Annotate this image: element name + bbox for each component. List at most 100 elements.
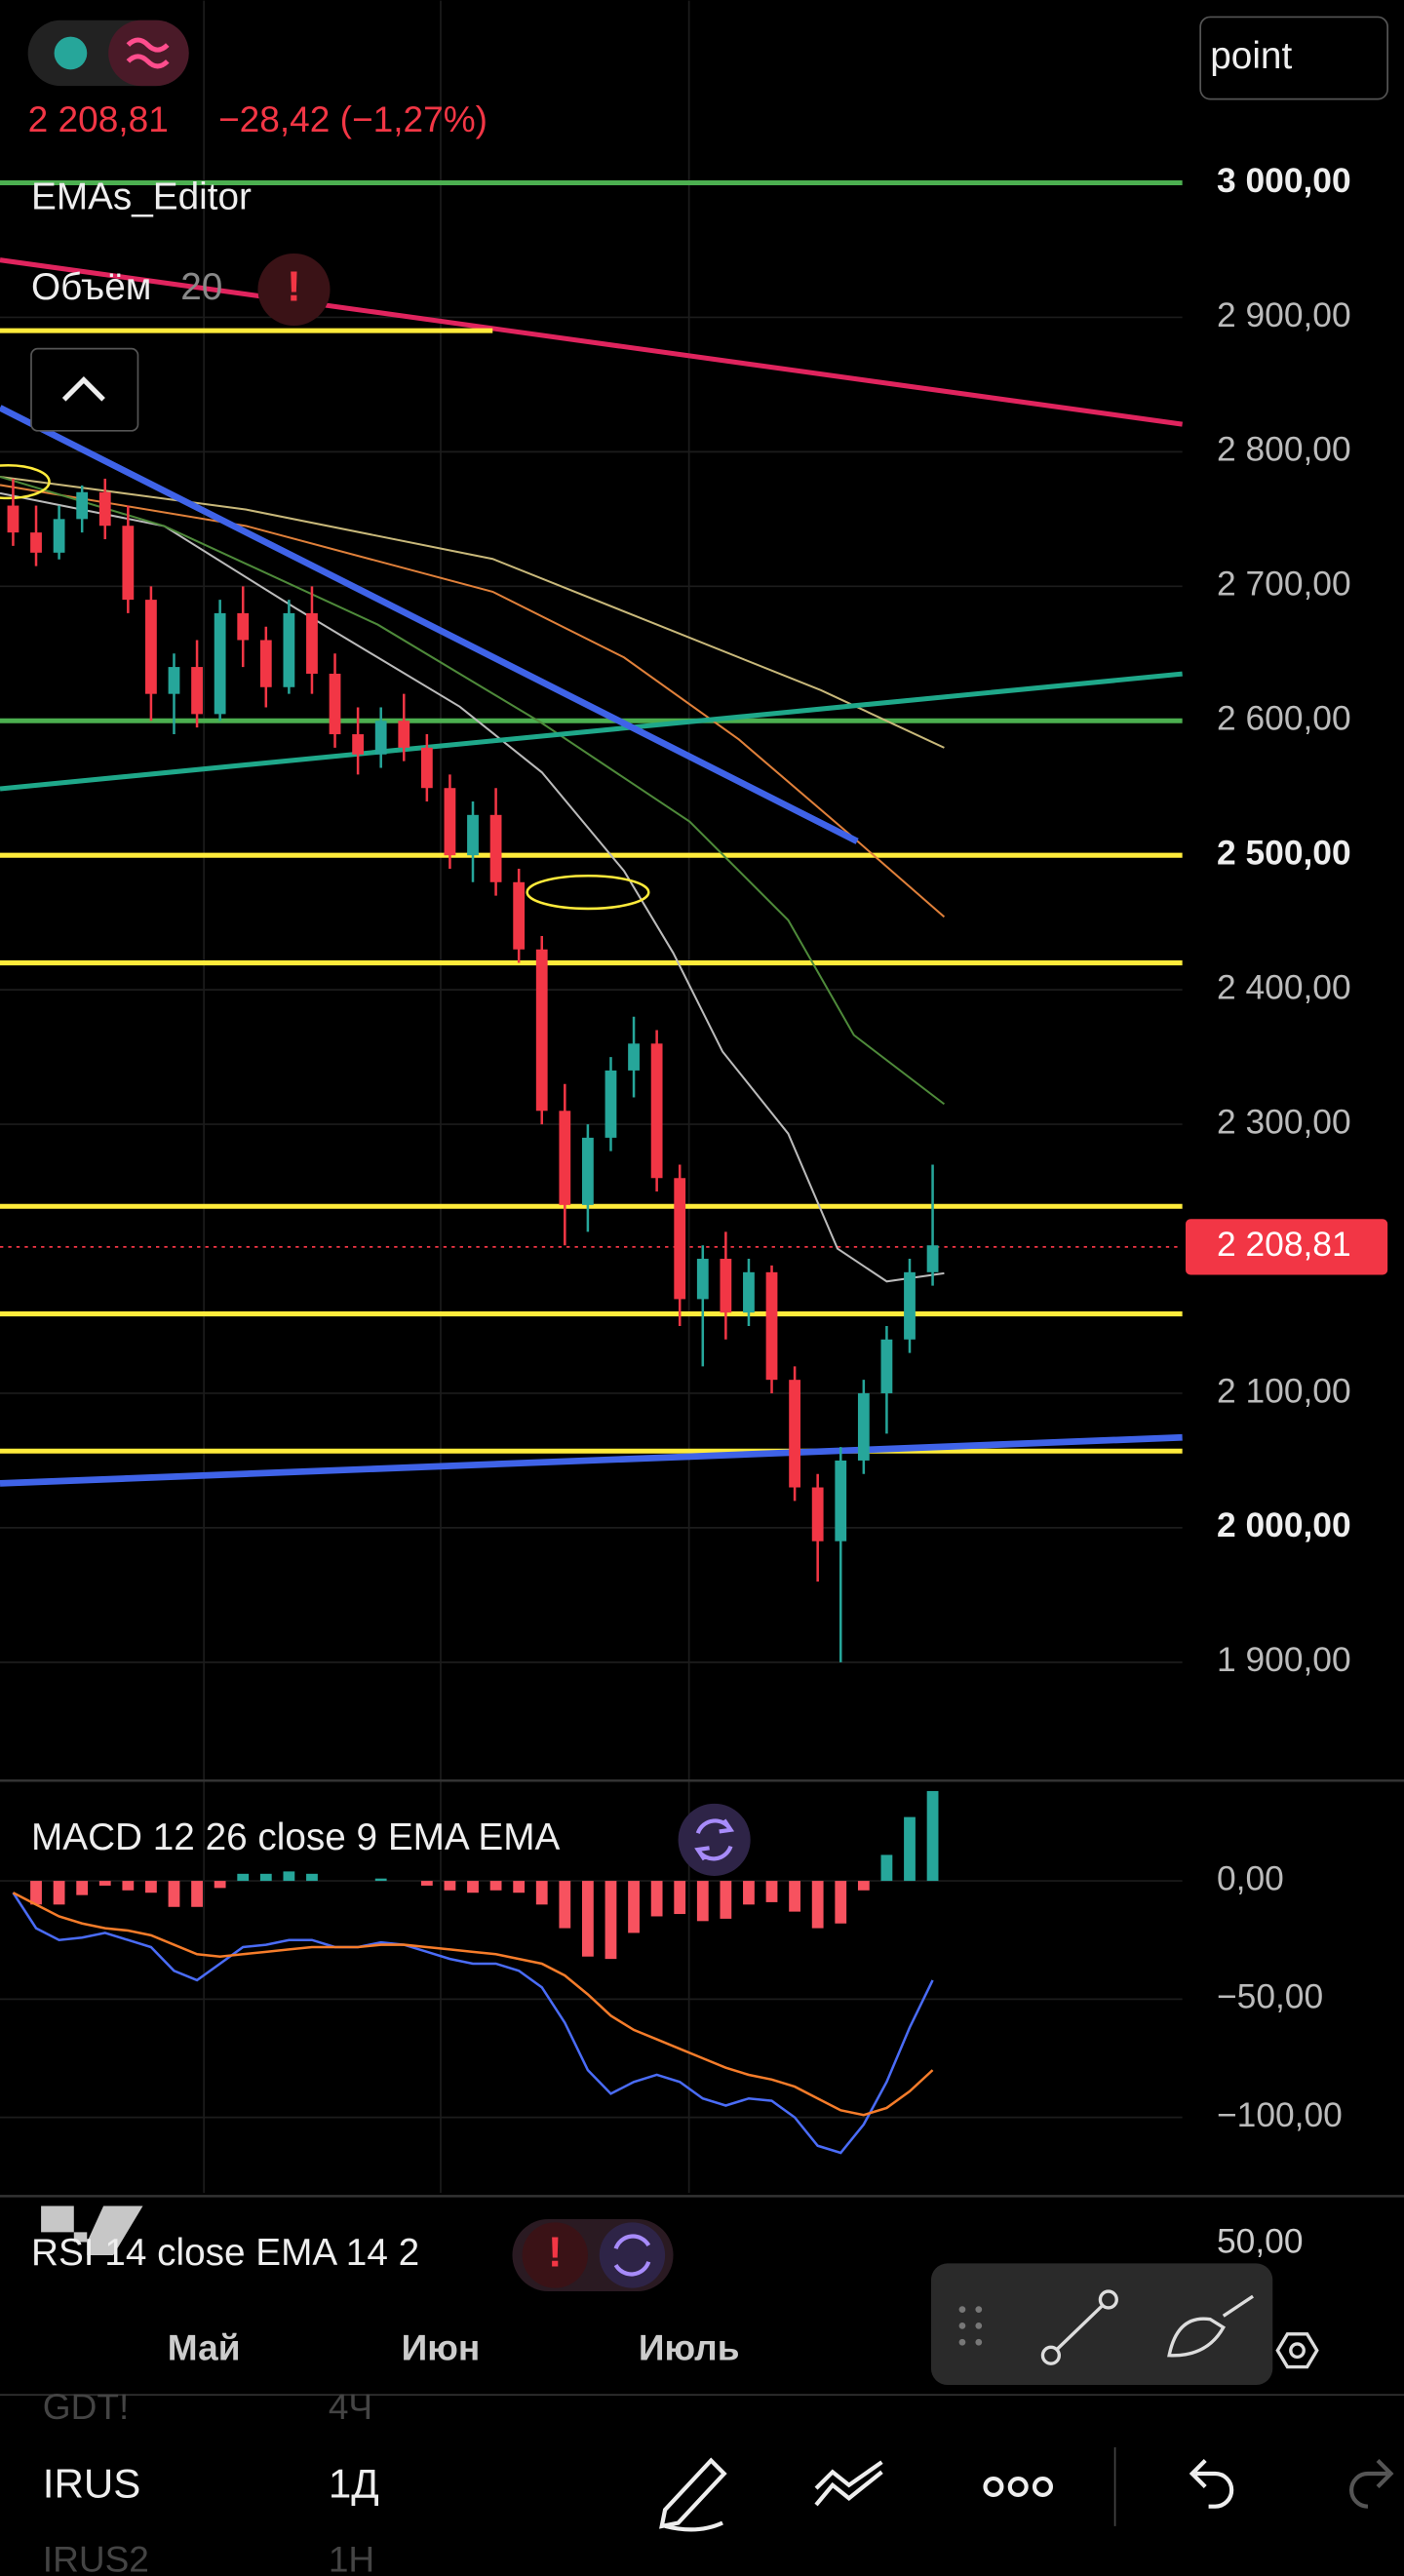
rsi-legend[interactable]: RSI 14 close EMA 14 2: [31, 2232, 419, 2274]
candle-body: [857, 1392, 870, 1461]
candle-body: [30, 532, 42, 553]
y-tick-label: 3 000,00: [1217, 162, 1351, 200]
histogram-bar: [674, 1881, 686, 1915]
y-tick-label: −50,00: [1217, 1978, 1323, 2016]
symbol-name[interactable]: IRUS2: [43, 2539, 149, 2576]
y-tick-label: 2 500,00: [1217, 835, 1351, 873]
histogram-bar: [904, 1816, 916, 1882]
warning-button[interactable]: [522, 2222, 588, 2288]
redo-icon[interactable]: [1349, 2459, 1394, 2509]
histogram-bar: [604, 1881, 617, 1960]
candle-body: [535, 949, 548, 1112]
y-tick-label: 2 400,00: [1217, 968, 1351, 1006]
warning-button[interactable]: [257, 253, 331, 327]
candle-body: [489, 814, 502, 882]
settings-icon[interactable]: [1275, 2332, 1319, 2369]
y-tick-label: 0,00: [1217, 1859, 1284, 1897]
histogram-bar: [650, 1881, 663, 1917]
symbol-name[interactable]: IRUS: [43, 2461, 141, 2507]
macd-legend[interactable]: MACD 12 26 close 9 EMA EMA: [31, 1816, 560, 1858]
symbol-timeframe[interactable]: 4Ч: [329, 2386, 372, 2427]
histogram-bar: [467, 1881, 479, 1893]
draw-icon[interactable]: [659, 2457, 727, 2532]
histogram-bar: [53, 1881, 65, 1905]
indicator-param: 20: [180, 266, 222, 308]
histogram-bar: [720, 1881, 732, 1919]
warning-icon: !: [287, 263, 301, 311]
y-tick-label: 2 100,00: [1217, 1372, 1351, 1410]
ema-line: [0, 475, 945, 749]
macd-line: [12, 1892, 934, 2117]
undo-icon[interactable]: [1189, 2459, 1234, 2509]
candle-body: [720, 1259, 732, 1313]
ema-line: [0, 476, 946, 1106]
histogram-bar: [98, 1881, 111, 1886]
y-tick-label: 2 900,00: [1217, 296, 1351, 334]
candle-body: [283, 612, 295, 687]
histogram-bar: [743, 1881, 755, 1905]
point-label: point: [1210, 35, 1292, 77]
symbol-picker[interactable]: GDT! 4Ч IRUS 1Д IRUS2 1Н: [43, 2386, 379, 2576]
collapse-button[interactable]: [30, 347, 139, 432]
candle-body: [237, 612, 250, 641]
candle-body: [398, 721, 410, 748]
candle-body: [122, 526, 135, 601]
candle-body: [53, 519, 65, 553]
histogram-bar: [214, 1881, 226, 1889]
line-tool[interactable]: [1040, 2289, 1118, 2365]
y-tick-label: 2 700,00: [1217, 566, 1351, 604]
histogram-bar: [168, 1881, 180, 1907]
histogram-bar: [145, 1881, 157, 1893]
symbol-timeframe[interactable]: 1Н: [329, 2539, 374, 2576]
histogram-bar: [582, 1881, 594, 1957]
brush-tool[interactable]: [1167, 2294, 1254, 2358]
candle-body: [98, 491, 111, 527]
histogram-bar: [765, 1881, 778, 1902]
trend-line: [0, 257, 1183, 427]
warning-icon: !: [548, 2229, 563, 2277]
logo: [41, 2205, 143, 2255]
candle-body: [926, 1245, 939, 1272]
candle-body: [582, 1137, 594, 1205]
trend-line: [0, 405, 859, 844]
symbol-name[interactable]: GDT!: [43, 2386, 130, 2427]
rsi-tick: 50,00: [1217, 2223, 1304, 2261]
trend-line: [0, 1433, 1183, 1487]
levels: [0, 179, 1183, 1454]
candle-body: [696, 1259, 709, 1300]
symbol-timeframe[interactable]: 1Д: [329, 2461, 379, 2507]
ellipse: [0, 463, 51, 500]
candle-body: [444, 788, 456, 856]
candle-body: [145, 600, 157, 694]
candle-body: [559, 1111, 571, 1205]
drag-handle[interactable]: [958, 2306, 983, 2346]
y-tick-label: 2 300,00: [1217, 1103, 1351, 1141]
indicator-label[interactable]: Объём: [31, 266, 151, 308]
last-price-label: 2 208,81: [1217, 1226, 1351, 1264]
candle-body: [76, 491, 89, 520]
refresh-button[interactable]: [599, 2222, 666, 2288]
histogram-bar: [513, 1881, 526, 1893]
refresh-icon: [613, 2234, 651, 2277]
histogram-bar: [76, 1881, 89, 1895]
candle-body: [374, 721, 387, 755]
histogram-bar: [444, 1881, 456, 1891]
patterns-icon[interactable]: [814, 2460, 883, 2507]
indicator-label[interactable]: EMAs_Editor: [31, 176, 252, 218]
macd-pane: [12, 1790, 939, 2155]
y-tick-label: −100,00: [1217, 2096, 1343, 2134]
y-tick-label: 2 000,00: [1217, 1506, 1351, 1544]
histogram-bar: [628, 1881, 640, 1933]
refresh-button[interactable]: [678, 1803, 751, 1876]
histogram-bar: [811, 1881, 824, 1929]
candle-body: [329, 673, 341, 735]
candles: [7, 478, 939, 1662]
more-icon[interactable]: [983, 2476, 1053, 2497]
candle-body: [743, 1271, 755, 1313]
macd-line: [12, 1892, 934, 2155]
candle-body: [604, 1070, 617, 1138]
point-box[interactable]: [1199, 16, 1388, 100]
candle-body: [214, 612, 226, 715]
histogram-bar: [283, 1871, 295, 1882]
ellipse: [526, 875, 650, 911]
